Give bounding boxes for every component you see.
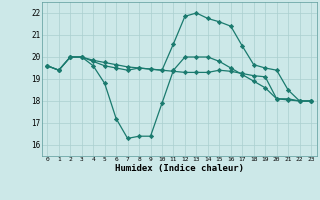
X-axis label: Humidex (Indice chaleur): Humidex (Indice chaleur) <box>115 164 244 173</box>
